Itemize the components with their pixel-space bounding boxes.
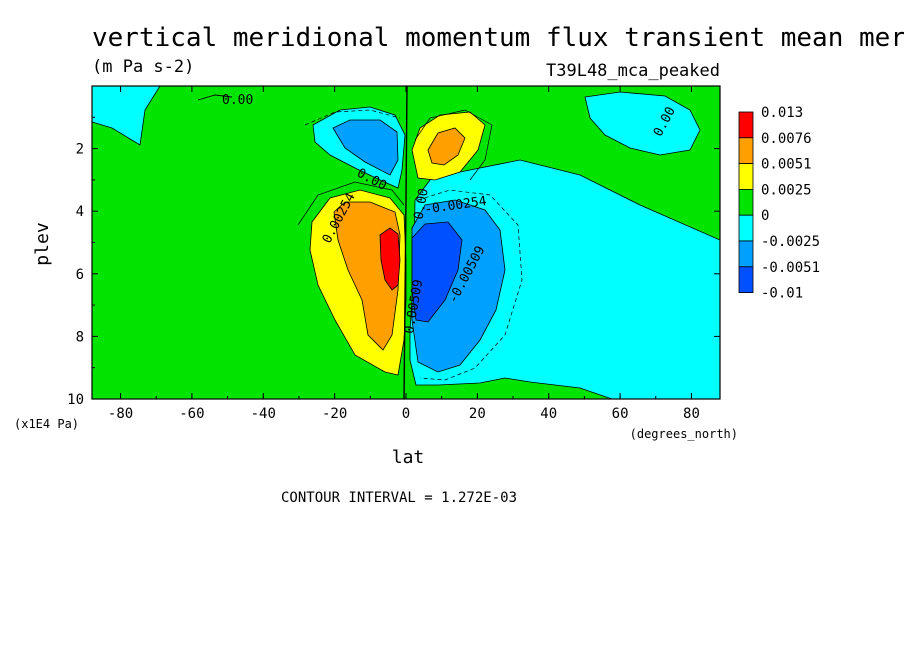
contour-line-4 [414,109,493,181]
x-tick-label: -60 [179,406,204,422]
colorbar-label: 0.0051 [761,157,812,173]
contour-interval: CONTOUR INTERVAL = 1.272E-03 [281,490,517,506]
contour-field: 0.00 0.00 0.00 0.00254 0.00 -0.00254 -0.… [92,86,720,399]
contour-line-5 [197,94,233,101]
x-axis: -80 -60 -40 -20 0 20 40 60 80 [108,86,700,422]
equator-line [403,86,408,399]
y-tick-label: 10 [67,392,84,408]
y-tick-label: 4 [76,204,84,220]
colorbar-swatch [738,163,754,190]
colorbar-swatch [738,266,754,293]
y-axis-label: plev [32,222,53,265]
contour-line-2 [417,189,523,381]
x-units-label: (degrees_north) [630,427,738,441]
darkblue-region-min [411,221,463,323]
x-tick-label: 0 [402,406,410,422]
orange-region-upper [427,127,466,166]
x-tick-label: 80 [683,406,700,422]
x-tick-label: 40 [540,406,557,422]
colorbar-swatch [738,188,754,216]
contour-line-3 [304,109,401,126]
y-tick-label: 6 [76,267,84,283]
colorbar-label: -0.0025 [761,234,820,250]
colorbar-label: -0.0051 [761,260,820,276]
chart-units: (m Pa s-2) [92,57,194,77]
red-region-max [379,227,401,291]
y-units-label: (x1E4 Pa) [14,417,79,431]
contour-label: 0.00 [412,187,432,220]
colorbar: 0.013 0.0076 0.0051 0.0025 0 -0.0025 -0.0051 -0… [738,105,820,302]
cyan-region-nh-top [584,91,701,156]
contour-label: 0.00 [222,93,253,108]
colorbar-label: 0.0025 [761,182,812,198]
chart-title: vertical meridional momentum flux transi… [92,23,904,53]
x-tick-label: 20 [469,406,486,422]
x-tick-label: 60 [612,406,629,422]
y-tick-label: 2 [76,142,84,158]
x-tick-label: -80 [108,406,133,422]
x-tick-label: -40 [251,406,276,422]
colorbar-swatch [738,111,754,139]
colorbar-swatch [738,137,754,165]
colorbar-swatch [738,240,754,268]
colorbar-swatch [738,214,754,242]
dataset-label: T39L48_mca_peaked [546,61,720,81]
contour-line-1 [297,181,405,226]
x-tick-label: -20 [322,406,347,422]
blue-region-upper [332,119,399,176]
y-axis: 2 4 6 8 10 [67,116,720,408]
colorbar-label: 0.013 [761,105,803,121]
colorbar-label: -0.01 [761,286,803,302]
cyan-region-sh-top [92,86,161,146]
x-axis-label: lat [392,447,425,468]
colorbar-label: 0 [761,208,769,224]
y-tick-label: 8 [76,329,84,345]
colorbar-label: 0.0076 [761,131,812,147]
